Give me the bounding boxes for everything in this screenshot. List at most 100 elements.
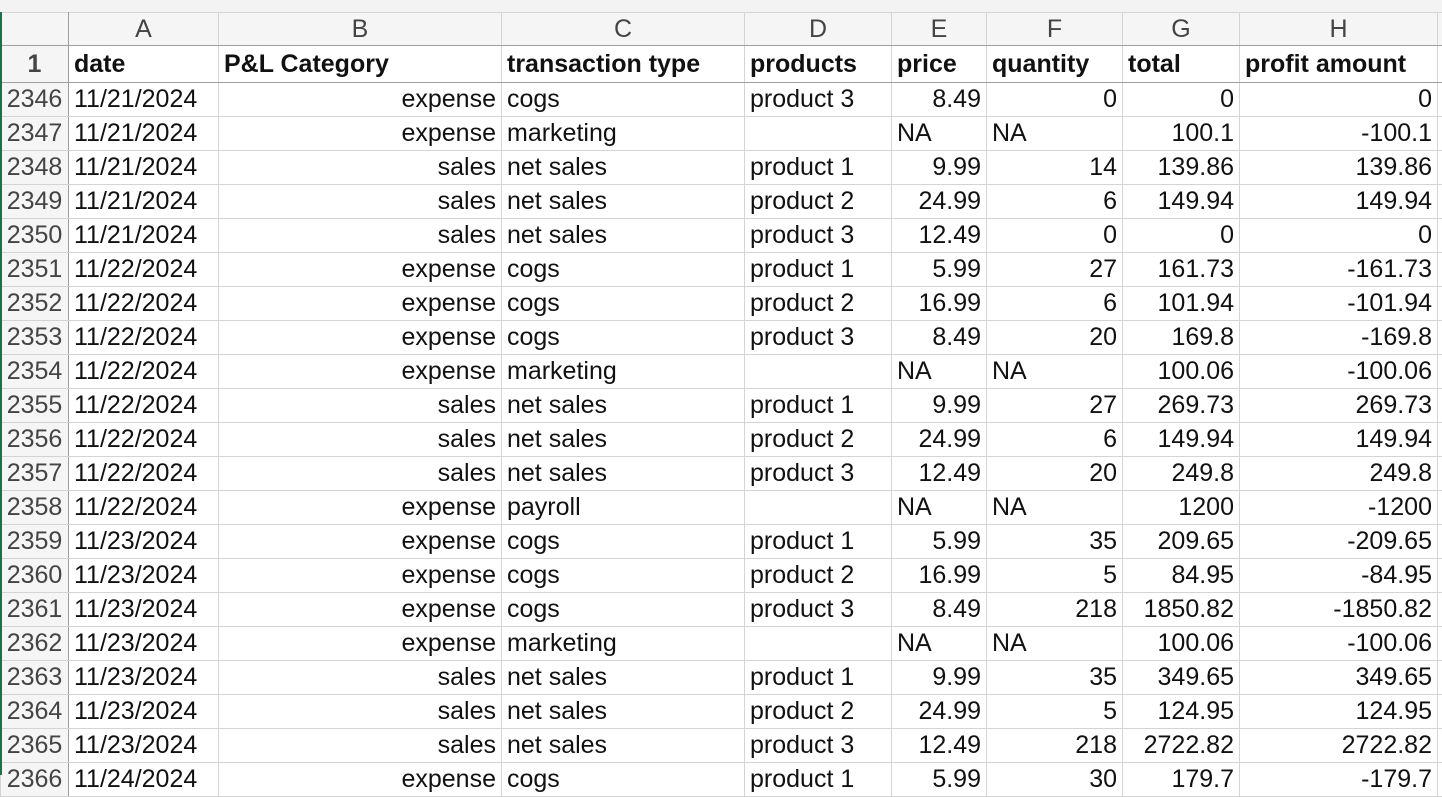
cell[interactable]: expense [219,321,502,355]
cell[interactable]: -169.8 [1240,321,1438,355]
column-header[interactable]: C [502,13,745,46]
row-header[interactable]: 2361 [1,593,69,627]
cell[interactable] [745,355,892,389]
cell[interactable]: 218 [987,593,1123,627]
cell[interactable]: 5.99 [892,253,987,287]
cell[interactable]: expense [219,253,502,287]
cell[interactable]: expense [219,525,502,559]
cell[interactable]: 139.86 [1240,151,1438,185]
row-header[interactable]: 2346 [1,83,69,117]
cell[interactable]: 11/22/2024 [69,287,219,321]
cell[interactable]: 12.49 [892,219,987,253]
cell[interactable]: 11/23/2024 [69,525,219,559]
cell[interactable]: expense [219,763,502,797]
cell[interactable]: 8.49 [892,321,987,355]
column-header[interactable]: B [219,13,502,46]
cell[interactable]: 11/21/2024 [69,117,219,151]
row-header[interactable]: 2357 [1,457,69,491]
row-header[interactable]: 2349 [1,185,69,219]
row-header[interactable]: 2354 [1,355,69,389]
cell[interactable]: 209.65 [1123,525,1240,559]
select-all[interactable] [1,13,69,46]
cell[interactable]: -100.06 [1240,627,1438,661]
header-cell[interactable]: P&L Category [219,46,502,83]
cell[interactable]: 6 [987,423,1123,457]
cell[interactable]: 11/22/2024 [69,423,219,457]
cell[interactable]: 269.73 [1123,389,1240,423]
cell[interactable]: expense [219,593,502,627]
header-cell[interactable]: date [69,46,219,83]
cell[interactable]: 9.99 [892,389,987,423]
row-header[interactable]: 2366 [1,763,69,797]
cell[interactable]: 349.65 [1240,661,1438,695]
column-header[interactable]: H [1240,13,1438,46]
cell[interactable]: 139.86 [1123,151,1240,185]
cell[interactable]: 124.95 [1240,695,1438,729]
cell[interactable]: 11/21/2024 [69,185,219,219]
cell[interactable]: NA [987,355,1123,389]
cell[interactable]: net sales [502,729,745,763]
cell[interactable]: 11/21/2024 [69,219,219,253]
row-header[interactable]: 2348 [1,151,69,185]
cell[interactable]: -1200 [1240,491,1438,525]
cell[interactable]: 11/22/2024 [69,253,219,287]
cell[interactable]: sales [219,661,502,695]
cell[interactable]: 5 [987,695,1123,729]
cell[interactable]: expense [219,287,502,321]
cell[interactable]: product 3 [745,321,892,355]
cell[interactable] [745,627,892,661]
cell[interactable]: -100.06 [1240,355,1438,389]
cell[interactable]: product 3 [745,219,892,253]
cell[interactable]: -209.65 [1240,525,1438,559]
cell[interactable]: NA [987,627,1123,661]
cell[interactable]: expense [219,355,502,389]
cell[interactable]: NA [987,117,1123,151]
cell[interactable]: cogs [502,321,745,355]
cell[interactable]: 100.06 [1123,355,1240,389]
column-header[interactable]: D [745,13,892,46]
cell[interactable]: 14 [987,151,1123,185]
row-header[interactable]: 2347 [1,117,69,151]
cell[interactable]: -100.1 [1240,117,1438,151]
cell[interactable]: 16.99 [892,559,987,593]
cell[interactable]: product 3 [745,729,892,763]
cell[interactable]: 5.99 [892,525,987,559]
cell[interactable]: net sales [502,219,745,253]
cell[interactable]: -1850.82 [1240,593,1438,627]
cell[interactable]: product 3 [745,83,892,117]
cell[interactable]: cogs [502,763,745,797]
cell[interactable]: sales [219,729,502,763]
column-header[interactable]: G [1123,13,1240,46]
cell[interactable]: 0 [1123,219,1240,253]
cell[interactable]: 27 [987,389,1123,423]
cell[interactable]: 100.1 [1123,117,1240,151]
cell[interactable]: 0 [987,83,1123,117]
row-header[interactable]: 2359 [1,525,69,559]
column-header[interactable]: F [987,13,1123,46]
cell[interactable]: 249.8 [1240,457,1438,491]
cell[interactable]: payroll [502,491,745,525]
header-cell[interactable]: profit amount [1240,46,1438,83]
cell[interactable]: cogs [502,525,745,559]
cell[interactable]: expense [219,491,502,525]
cell[interactable]: 179.7 [1123,763,1240,797]
cell[interactable]: net sales [502,457,745,491]
row-header[interactable]: 2350 [1,219,69,253]
cell[interactable]: marketing [502,627,745,661]
cell[interactable]: 24.99 [892,423,987,457]
cell[interactable]: sales [219,219,502,253]
cell[interactable]: product 2 [745,287,892,321]
cell[interactable]: 35 [987,661,1123,695]
cell[interactable]: 27 [987,253,1123,287]
cell[interactable]: 101.94 [1123,287,1240,321]
cell[interactable]: 0 [987,219,1123,253]
cell[interactable]: cogs [502,593,745,627]
header-cell[interactable]: quantity [987,46,1123,83]
cell[interactable]: sales [219,695,502,729]
cell[interactable]: 161.73 [1123,253,1240,287]
row-header[interactable]: 2355 [1,389,69,423]
cell[interactable]: 11/23/2024 [69,559,219,593]
row-header[interactable]: 2356 [1,423,69,457]
header-cell[interactable]: price [892,46,987,83]
cell[interactable]: marketing [502,355,745,389]
